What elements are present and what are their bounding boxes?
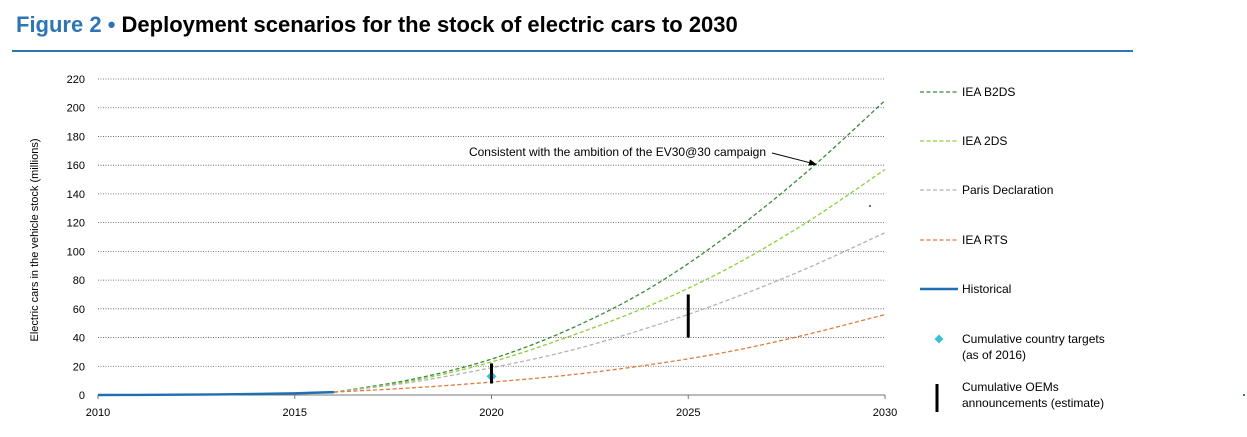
y-tick-label: 0 — [79, 390, 85, 402]
x-tick-label: 2010 — [86, 407, 110, 419]
y-tick-label: 180 — [67, 131, 85, 143]
series-line-iea-2ds — [334, 168, 886, 393]
edge-dot — [1243, 394, 1245, 396]
legend-label: (as of 2016) — [962, 348, 1026, 362]
series-line-iea-b2ds — [333, 100, 886, 393]
x-tick-label: 2015 — [283, 407, 307, 419]
title-separator: • — [107, 12, 116, 37]
figure-number: Figure 2 — [16, 12, 102, 37]
figure-title-text: Deployment scenarios for the stock of el… — [121, 12, 738, 37]
y-tick-label: 140 — [67, 189, 85, 201]
y-tick-label: 100 — [67, 246, 85, 258]
legend-label: IEA 2DS — [962, 134, 1007, 148]
ev30-annotation: Consistent with the ambition of the EV30… — [469, 145, 766, 159]
x-tick-label: 2020 — [479, 407, 503, 419]
y-tick-label: 20 — [73, 361, 85, 373]
figure-title: Figure 2 • Deployment scenarios for the … — [16, 12, 738, 38]
stray-dot — [869, 205, 871, 207]
x-tick-label: 2030 — [873, 407, 897, 419]
y-tick-label: 120 — [67, 218, 85, 230]
x-tick-label: 2025 — [676, 407, 700, 419]
legend-label: IEA B2DS — [962, 85, 1015, 99]
y-tick-label: 160 — [67, 160, 85, 172]
legend-label: IEA RTS — [962, 233, 1008, 247]
series-line-paris-declaration — [334, 232, 886, 393]
y-tick-label: 40 — [73, 333, 85, 345]
legend-label: announcements (estimate) — [962, 396, 1104, 410]
legend-label: Paris Declaration — [962, 183, 1053, 197]
y-tick-label: 60 — [73, 304, 85, 316]
y-tick-label: 200 — [67, 103, 85, 115]
legend-label: Cumulative country targets — [962, 332, 1105, 346]
series-line-iea-rts — [334, 313, 886, 393]
title-rule — [12, 50, 1133, 52]
legend-diamond-swatch — [934, 334, 944, 344]
y-axis-label: Electric cars in the vehicle stock (mill… — [29, 139, 41, 342]
series-line-historical — [97, 390, 335, 397]
annotation-arrow — [771, 152, 817, 166]
y-tick-label: 220 — [67, 74, 85, 86]
y-tick-label: 80 — [73, 275, 85, 287]
legend-label: Historical — [962, 282, 1011, 296]
legend-label: Cumulative OEMs — [962, 380, 1059, 394]
